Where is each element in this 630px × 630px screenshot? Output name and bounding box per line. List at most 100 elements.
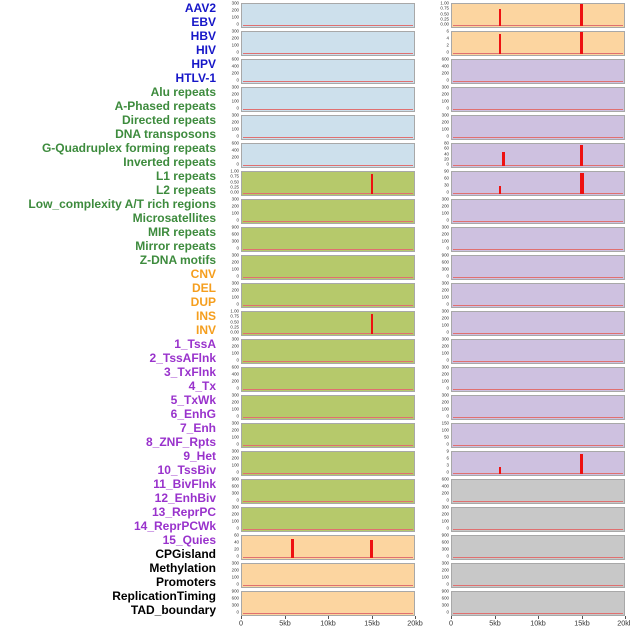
x-axis-tick-mark — [415, 616, 416, 619]
track-panel-right-22 — [451, 591, 625, 616]
signal-baseline — [453, 193, 623, 194]
x-axis-tick-label: 10kb — [530, 619, 546, 627]
row-label-3-txflnk: 3_TxFlnk — [163, 365, 216, 379]
row-label-ins: INS — [195, 309, 216, 323]
row-label-mirror-repeats: Mirror repeats — [135, 239, 216, 253]
row-label-2-tssaflnk: 2_TssAFlnk — [149, 351, 216, 365]
row-label-a-phased-repeats: A-Phased repeats — [114, 99, 216, 113]
track-panel-left-4 — [241, 87, 415, 112]
signal-baseline — [453, 445, 623, 446]
y-axis-tick-label: 100 — [231, 266, 239, 272]
y-axis-tick-label: 300 — [441, 504, 449, 510]
y-axis-tick-label: 100 — [441, 406, 449, 412]
y-axis-tick-label: 20 — [444, 156, 449, 162]
y-axis-tick-label: 0 — [446, 49, 449, 55]
row-label-hpv: HPV — [191, 57, 216, 71]
signal-peak — [502, 152, 505, 166]
y-axis-tick-label: 300 — [231, 560, 239, 566]
y-axis-tick-label: 0.75 — [230, 173, 239, 179]
row-label-8-znf-rpts: 8_ZNF_Rpts — [145, 435, 216, 449]
y-axis-tick-label: 100 — [441, 238, 449, 244]
y-axis-tick-label: 9 — [446, 448, 449, 454]
y-axis-tick-label: 0 — [446, 77, 449, 83]
track-panel-right-7 — [451, 171, 625, 196]
track-panel-right-15 — [451, 395, 625, 420]
signal-baseline — [453, 305, 623, 306]
x-axis-tick-label: 20kb — [617, 619, 630, 627]
y-axis-tick-label: 0 — [236, 49, 239, 55]
y-axis-tick-label: 200 — [441, 567, 449, 573]
y-axis-tick-label: 600 — [441, 259, 449, 265]
signal-baseline — [453, 25, 623, 26]
x-axis-tick-label: 5kb — [489, 619, 501, 627]
y-axis-tick-label: 200 — [441, 287, 449, 293]
row-label-dna-transposons: DNA transposons — [115, 127, 216, 141]
row-label-12-enhbiv: 12_EnhBiv — [154, 491, 216, 505]
y-axis-tick-label: 200 — [441, 343, 449, 349]
track-panel-left-7 — [241, 171, 415, 196]
y-axis-tick-label: 3 — [446, 462, 449, 468]
y-axis-tick-label: 300 — [441, 392, 449, 398]
row-label-11-bivflnk: 11_BivFlnk — [153, 477, 216, 491]
y-axis-tick-label: 0 — [446, 497, 449, 503]
row-label-dup: DUP — [190, 295, 216, 309]
signal-baseline — [243, 193, 413, 194]
y-axis-tick-label: 100 — [441, 210, 449, 216]
y-axis-tick-label: 100 — [441, 574, 449, 580]
track-panel-left-11 — [241, 283, 415, 308]
y-axis-tick-label: 0 — [236, 497, 239, 503]
row-label-14-reprpcwk: 14_ReprPCWk — [133, 519, 216, 533]
y-axis-tick-label: 100 — [231, 294, 239, 300]
y-axis-tick-label: 400 — [231, 147, 239, 153]
x-axis-tick-label: 5kb — [279, 619, 291, 627]
y-axis-tick-label: 200 — [231, 427, 239, 433]
y-axis-tick-label: 300 — [231, 448, 239, 454]
row-label-hiv: HIV — [195, 43, 216, 57]
signal-baseline — [453, 165, 623, 166]
signal-baseline — [243, 277, 413, 278]
y-axis-tick-label: 0 — [446, 133, 449, 139]
y-axis-tick-label: 300 — [441, 364, 449, 370]
y-axis-tick-label: 0 — [446, 217, 449, 223]
track-panel-left-16 — [241, 423, 415, 448]
y-axis-tick-label: 6 — [446, 28, 449, 34]
y-axis-tick-label: 300 — [231, 0, 239, 6]
y-axis-tick-label: 300 — [231, 238, 239, 244]
signal-baseline — [243, 305, 413, 306]
track-panel-right-21 — [451, 563, 625, 588]
y-axis-tick-label: 100 — [231, 126, 239, 132]
row-label-inv: INV — [195, 323, 216, 337]
signal-baseline — [453, 221, 623, 222]
track-panel-right-4 — [451, 87, 625, 112]
y-axis-tick-label: 20 — [234, 546, 239, 552]
x-axis-tick-mark — [451, 616, 452, 619]
y-axis-tick-label: 0 — [236, 21, 239, 27]
signal-baseline — [243, 109, 413, 110]
signal-baseline — [243, 81, 413, 82]
y-axis-tick-label: 600 — [231, 483, 239, 489]
y-axis-tick-label: 0 — [236, 105, 239, 111]
row-label-hbv: HBV — [190, 29, 216, 43]
track-panel-left-3 — [241, 59, 415, 84]
y-axis-tick-label: 900 — [441, 252, 449, 258]
row-label-aav2: AAV2 — [184, 1, 216, 15]
row-label-g-quadruplex-forming-repeats: G-Quadruplex forming repeats — [41, 141, 216, 155]
y-axis-tick-label: 0 — [446, 441, 449, 447]
y-axis-tick-label: 6 — [446, 455, 449, 461]
signal-baseline — [453, 53, 623, 54]
y-axis-tick-label: 0 — [446, 105, 449, 111]
y-axis-tick-label: 0 — [236, 217, 239, 223]
y-axis-tick-label: 100 — [231, 14, 239, 20]
y-axis-tick-label: 100 — [231, 434, 239, 440]
y-axis-tick-label: 200 — [231, 203, 239, 209]
x-axis-tick-label: 10kb — [320, 619, 336, 627]
x-axis-tick-mark — [328, 616, 329, 619]
row-label-15-quies: 15_Quies — [162, 533, 216, 547]
signal-peak — [580, 173, 584, 194]
y-axis-tick-label: 100 — [231, 518, 239, 524]
signal-baseline — [453, 529, 623, 530]
y-axis-tick-label: 0 — [236, 161, 239, 167]
track-panel-left-22 — [241, 591, 415, 616]
y-axis-tick-label: 300 — [441, 280, 449, 286]
y-axis-tick-label: 200 — [231, 119, 239, 125]
